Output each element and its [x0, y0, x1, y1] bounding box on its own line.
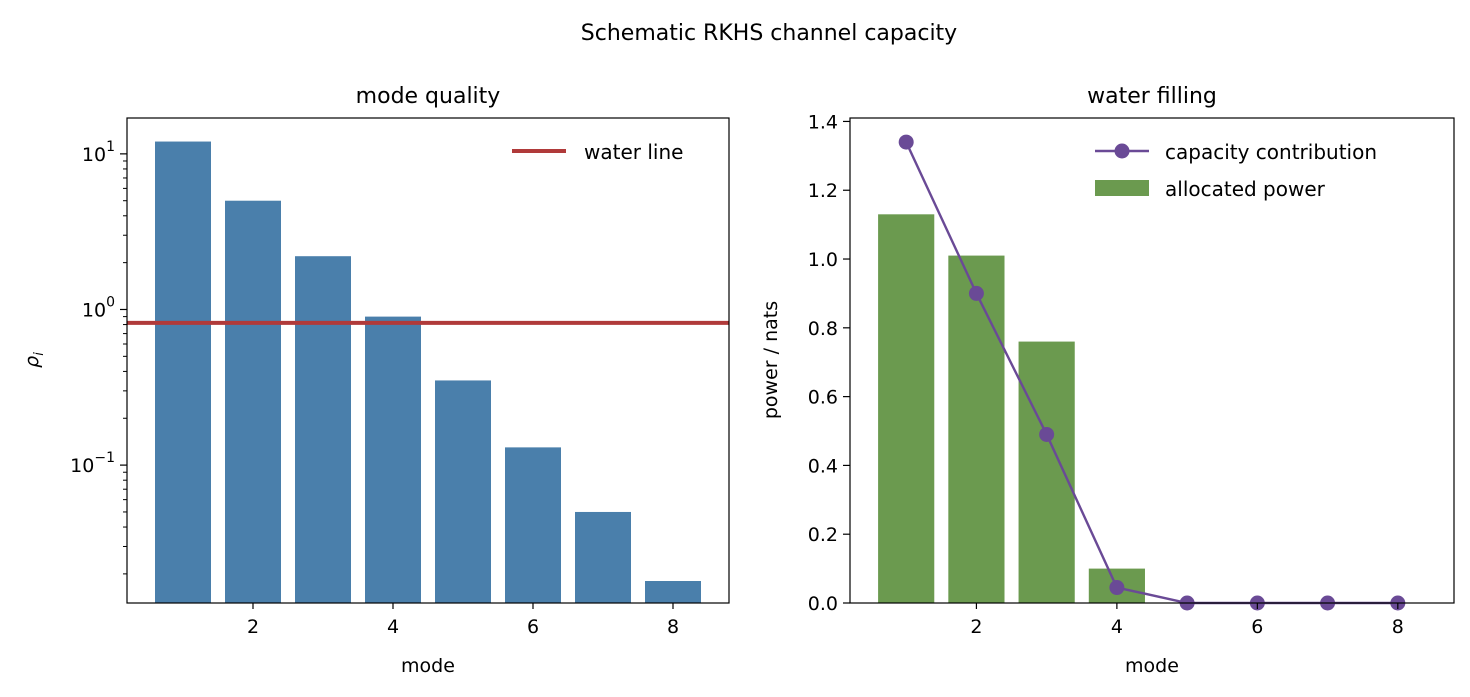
- left-y-axis-label: ρi: [21, 352, 47, 368]
- right-x-tick-label: 4: [1111, 616, 1123, 638]
- right-y-tick-label: 0.8: [808, 318, 838, 340]
- right-bar-group: [878, 214, 1145, 603]
- left-x-axis-label: mode: [401, 655, 455, 677]
- left-bar-group: [155, 141, 701, 604]
- capacity-point-4: [1109, 580, 1125, 596]
- mode-quality-bar-2: [225, 200, 281, 603]
- allocated-power-bar-2: [948, 255, 1005, 603]
- left-x-axis-ticks: 2 4 6 8: [247, 603, 679, 638]
- right-y-axis-ticks: 0.0 0.2 0.4 0.6 0.8 1.0 1.2 1.4: [808, 111, 850, 615]
- left-x-tick-label: 8: [667, 616, 679, 638]
- left-y-axis-label-symbol: ρ: [21, 356, 43, 368]
- right-axes-frame: [849, 117, 1455, 604]
- right-y-tick-label: 0.4: [808, 455, 838, 477]
- right-y-tick-label: 0.2: [808, 524, 838, 546]
- mode-quality-bar-3: [295, 256, 351, 603]
- allocated-power-bar-1: [878, 214, 935, 603]
- right-y-tick-label: 1.4: [808, 111, 838, 133]
- capacity-point-2: [968, 285, 984, 301]
- capacity-point-1: [898, 134, 914, 150]
- left-axes-frame: [126, 117, 730, 604]
- left-y-axis-ticks: 10−1 100 101: [70, 139, 127, 477]
- left-y-axis-label-subscript: i: [32, 352, 47, 356]
- left-x-tick-label: 2: [247, 616, 259, 638]
- left-x-tick-label: 6: [527, 616, 539, 638]
- left-panel-title: mode quality: [356, 84, 501, 109]
- right-x-axis-ticks: 2 4 6 8: [970, 603, 1404, 638]
- left-y-minor-ticks: [123, 160, 127, 575]
- figure-suptitle: Schematic RKHS channel capacity: [581, 21, 957, 46]
- mode-quality-bar-1: [155, 141, 211, 604]
- legend-swatch-capacity-marker: [1114, 143, 1130, 159]
- panel-water-filling: water filling 2 4 6 8 0.0 0.2 0.4 0.6 0.8 1.0 1.2…: [760, 84, 1455, 677]
- right-y-tick-label: 1.2: [808, 180, 838, 202]
- right-y-axis-label: power / nats: [760, 301, 782, 419]
- mode-quality-bar-4: [365, 316, 421, 603]
- svg-text:ρi: ρi: [21, 352, 47, 368]
- legend-label-water-line: water line: [584, 140, 683, 164]
- legend-label-capacity-contribution: capacity contribution: [1165, 140, 1377, 164]
- mode-quality-bar-5: [435, 380, 491, 603]
- mode-quality-bar-7: [575, 511, 631, 603]
- right-x-axis-label: mode: [1125, 655, 1179, 677]
- left-x-tick-label: 4: [387, 616, 399, 638]
- right-legend: capacity contribution allocated power: [1095, 140, 1377, 201]
- allocated-power-bar-3: [1018, 341, 1075, 603]
- legend-swatch-allocated-power: [1095, 180, 1149, 196]
- legend-label-allocated-power: allocated power: [1165, 177, 1326, 201]
- right-x-tick-label: 6: [1251, 616, 1263, 638]
- left-y-tick-label: 10−1: [70, 450, 115, 477]
- left-legend: water line: [512, 140, 683, 164]
- right-x-tick-label: 2: [970, 616, 982, 638]
- mode-quality-bar-6: [505, 447, 561, 603]
- capacity-point-3: [1039, 426, 1055, 442]
- right-panel-title: water filling: [1087, 84, 1217, 109]
- left-y-tick-label: 101: [82, 139, 115, 166]
- right-y-tick-label: 0.6: [808, 387, 838, 409]
- right-y-tick-label: 0.0: [808, 593, 838, 615]
- right-x-tick-label: 8: [1392, 616, 1404, 638]
- mode-quality-bar-8: [645, 581, 701, 603]
- panel-mode-quality: mode quality 2 4 6 8 10−1 100 101 mode ρi wat…: [21, 84, 730, 677]
- left-y-tick-label: 100: [82, 294, 115, 321]
- right-y-tick-label: 1.0: [808, 249, 838, 271]
